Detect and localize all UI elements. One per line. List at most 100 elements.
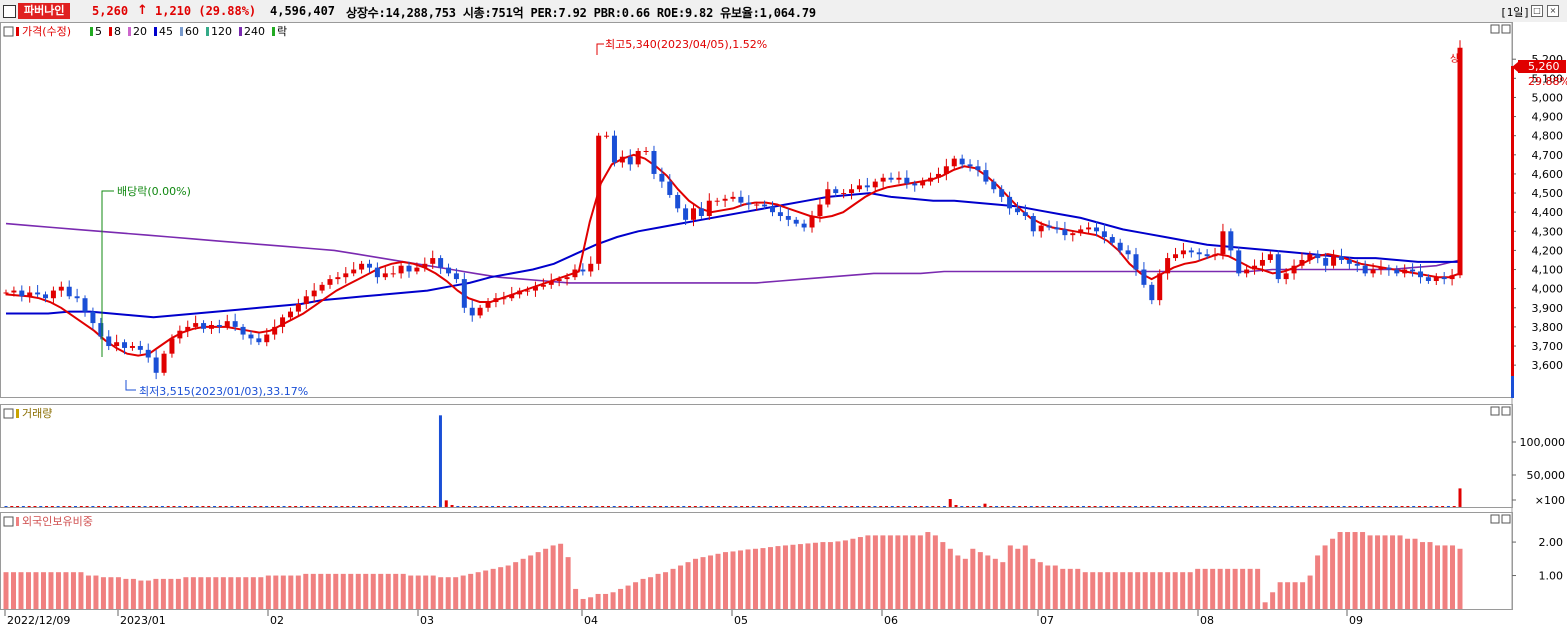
candle-body <box>27 292 33 297</box>
foreign-ratio-bar <box>483 570 489 609</box>
foreign-ratio-bar <box>228 577 234 609</box>
candle-body <box>1402 269 1408 274</box>
candle-body <box>1149 284 1155 301</box>
volume-bar <box>1203 506 1207 507</box>
foreign-ratio-bar <box>1337 532 1343 609</box>
candle-body <box>169 338 175 354</box>
volume-bar <box>1087 506 1091 507</box>
candle-body <box>1331 256 1337 266</box>
candle-body <box>635 150 641 165</box>
candle-body <box>1046 225 1052 228</box>
volume-bar <box>1180 506 1184 507</box>
volume-bar <box>398 506 402 507</box>
volume-bar <box>850 506 854 507</box>
window-close-button[interactable]: × <box>1547 5 1559 17</box>
volume-bar <box>641 506 645 507</box>
price-panel-checkbox[interactable] <box>3 26 14 37</box>
foreign-ratio-bar <box>415 575 421 609</box>
candle-body <box>1078 229 1084 234</box>
volume-panel-close-button[interactable] <box>1501 406 1511 416</box>
foreign-ratio-bar <box>1412 538 1418 609</box>
price-panel-close-button[interactable] <box>1501 24 1511 34</box>
volume-panel-checkbox[interactable] <box>3 408 14 419</box>
foreign-ratio-bar <box>1405 538 1411 609</box>
volume-bar <box>885 506 889 507</box>
volume-bar <box>1267 506 1271 507</box>
candle-body <box>1165 258 1171 274</box>
volume-bar <box>1145 506 1149 507</box>
candle-body <box>548 281 554 285</box>
current-price: 5,260 <box>92 4 129 18</box>
volume-bar <box>722 506 726 507</box>
foreign-ratio-bar <box>1015 548 1021 609</box>
candle-body <box>817 204 823 216</box>
foreign-ratio-bar <box>1247 568 1253 609</box>
candle-body <box>509 294 515 299</box>
candle-body <box>1141 269 1147 285</box>
volume-bar <box>120 506 124 507</box>
select-checkbox[interactable] <box>3 5 16 18</box>
price-legend-label: 가격(수정) <box>22 25 71 38</box>
volume-bar <box>902 506 906 507</box>
ma-legend-items: 5 8 20 45 60 120 240 락 <box>90 25 287 38</box>
volume-bar <box>270 506 274 507</box>
price-y-axis: 5,2005,1005,0004,9004,8004,7004,6004,500… <box>1512 53 1563 372</box>
foreign-ratio-bar <box>925 532 931 609</box>
volume-bar <box>1458 488 1462 507</box>
volume-bar <box>520 506 524 507</box>
volume-bar <box>496 506 500 507</box>
candle-body <box>809 216 815 228</box>
volume-bar <box>265 506 269 507</box>
candle-body <box>145 349 151 358</box>
stock-name[interactable]: 파버나인 <box>18 3 71 19</box>
price-panel-toggle-button[interactable] <box>1490 24 1500 34</box>
volume-legend-swatch <box>16 409 19 418</box>
volume-bar <box>693 506 697 507</box>
foreign-ratio-bar <box>1007 545 1013 609</box>
volume-panel-toggle-button[interactable] <box>1490 406 1500 416</box>
foreign-ratio-bar <box>273 575 279 609</box>
foreign-panel-checkbox[interactable] <box>3 516 14 527</box>
candle-body <box>777 212 783 216</box>
volume-bar <box>172 506 176 507</box>
volume-bar <box>1168 506 1172 507</box>
foreign-ratio-bar <box>1420 542 1426 609</box>
volume-bar <box>1122 506 1126 507</box>
volume-bar <box>479 506 483 507</box>
candle-body <box>1022 212 1028 216</box>
volume-bar <box>867 506 871 507</box>
price-tick-label: 5,000 <box>1532 91 1564 104</box>
foreign-ratio-bar <box>820 542 826 609</box>
candle-body <box>872 181 878 188</box>
high-annotation: 최고5,340(2023/04/05),1.52% <box>596 38 767 55</box>
foreign-ratio-bar <box>115 577 121 609</box>
date-tick-label: 06 <box>884 614 898 627</box>
foreign-ratio-bar <box>138 580 144 609</box>
volume-bar <box>114 506 118 507</box>
volume-bar <box>195 506 199 507</box>
foreign-ratio-bar <box>752 548 758 609</box>
candle-body <box>367 263 372 268</box>
volume-bar <box>659 506 663 507</box>
volume-bar <box>1070 506 1074 507</box>
window-toggle-button[interactable]: □ <box>1531 5 1543 17</box>
candle-body <box>604 135 610 137</box>
candle-body <box>137 346 143 350</box>
period-selector[interactable]: [1일] <box>1500 6 1530 19</box>
foreign-ratio-bar <box>685 562 691 609</box>
foreign-ratio-bar <box>880 535 886 609</box>
foreign-ratio-bar <box>1075 568 1081 609</box>
candle-body <box>129 346 135 348</box>
volume-bar <box>1163 506 1167 507</box>
candle-body <box>343 273 349 278</box>
price-legend-swatch <box>16 27 19 36</box>
foreign-panel-toggle-button[interactable] <box>1490 514 1500 524</box>
foreign-ratio-bar <box>1382 535 1388 609</box>
volume-bar <box>821 506 825 507</box>
foreign-panel-close-button[interactable] <box>1501 514 1511 524</box>
current-price-badge: 5,260 29.88% <box>1512 60 1567 88</box>
foreign-ratio-bar <box>393 573 399 609</box>
foreign-ratio-bar <box>902 535 908 609</box>
foreign-ratio-bar <box>625 585 631 609</box>
candle-body <box>477 307 483 316</box>
